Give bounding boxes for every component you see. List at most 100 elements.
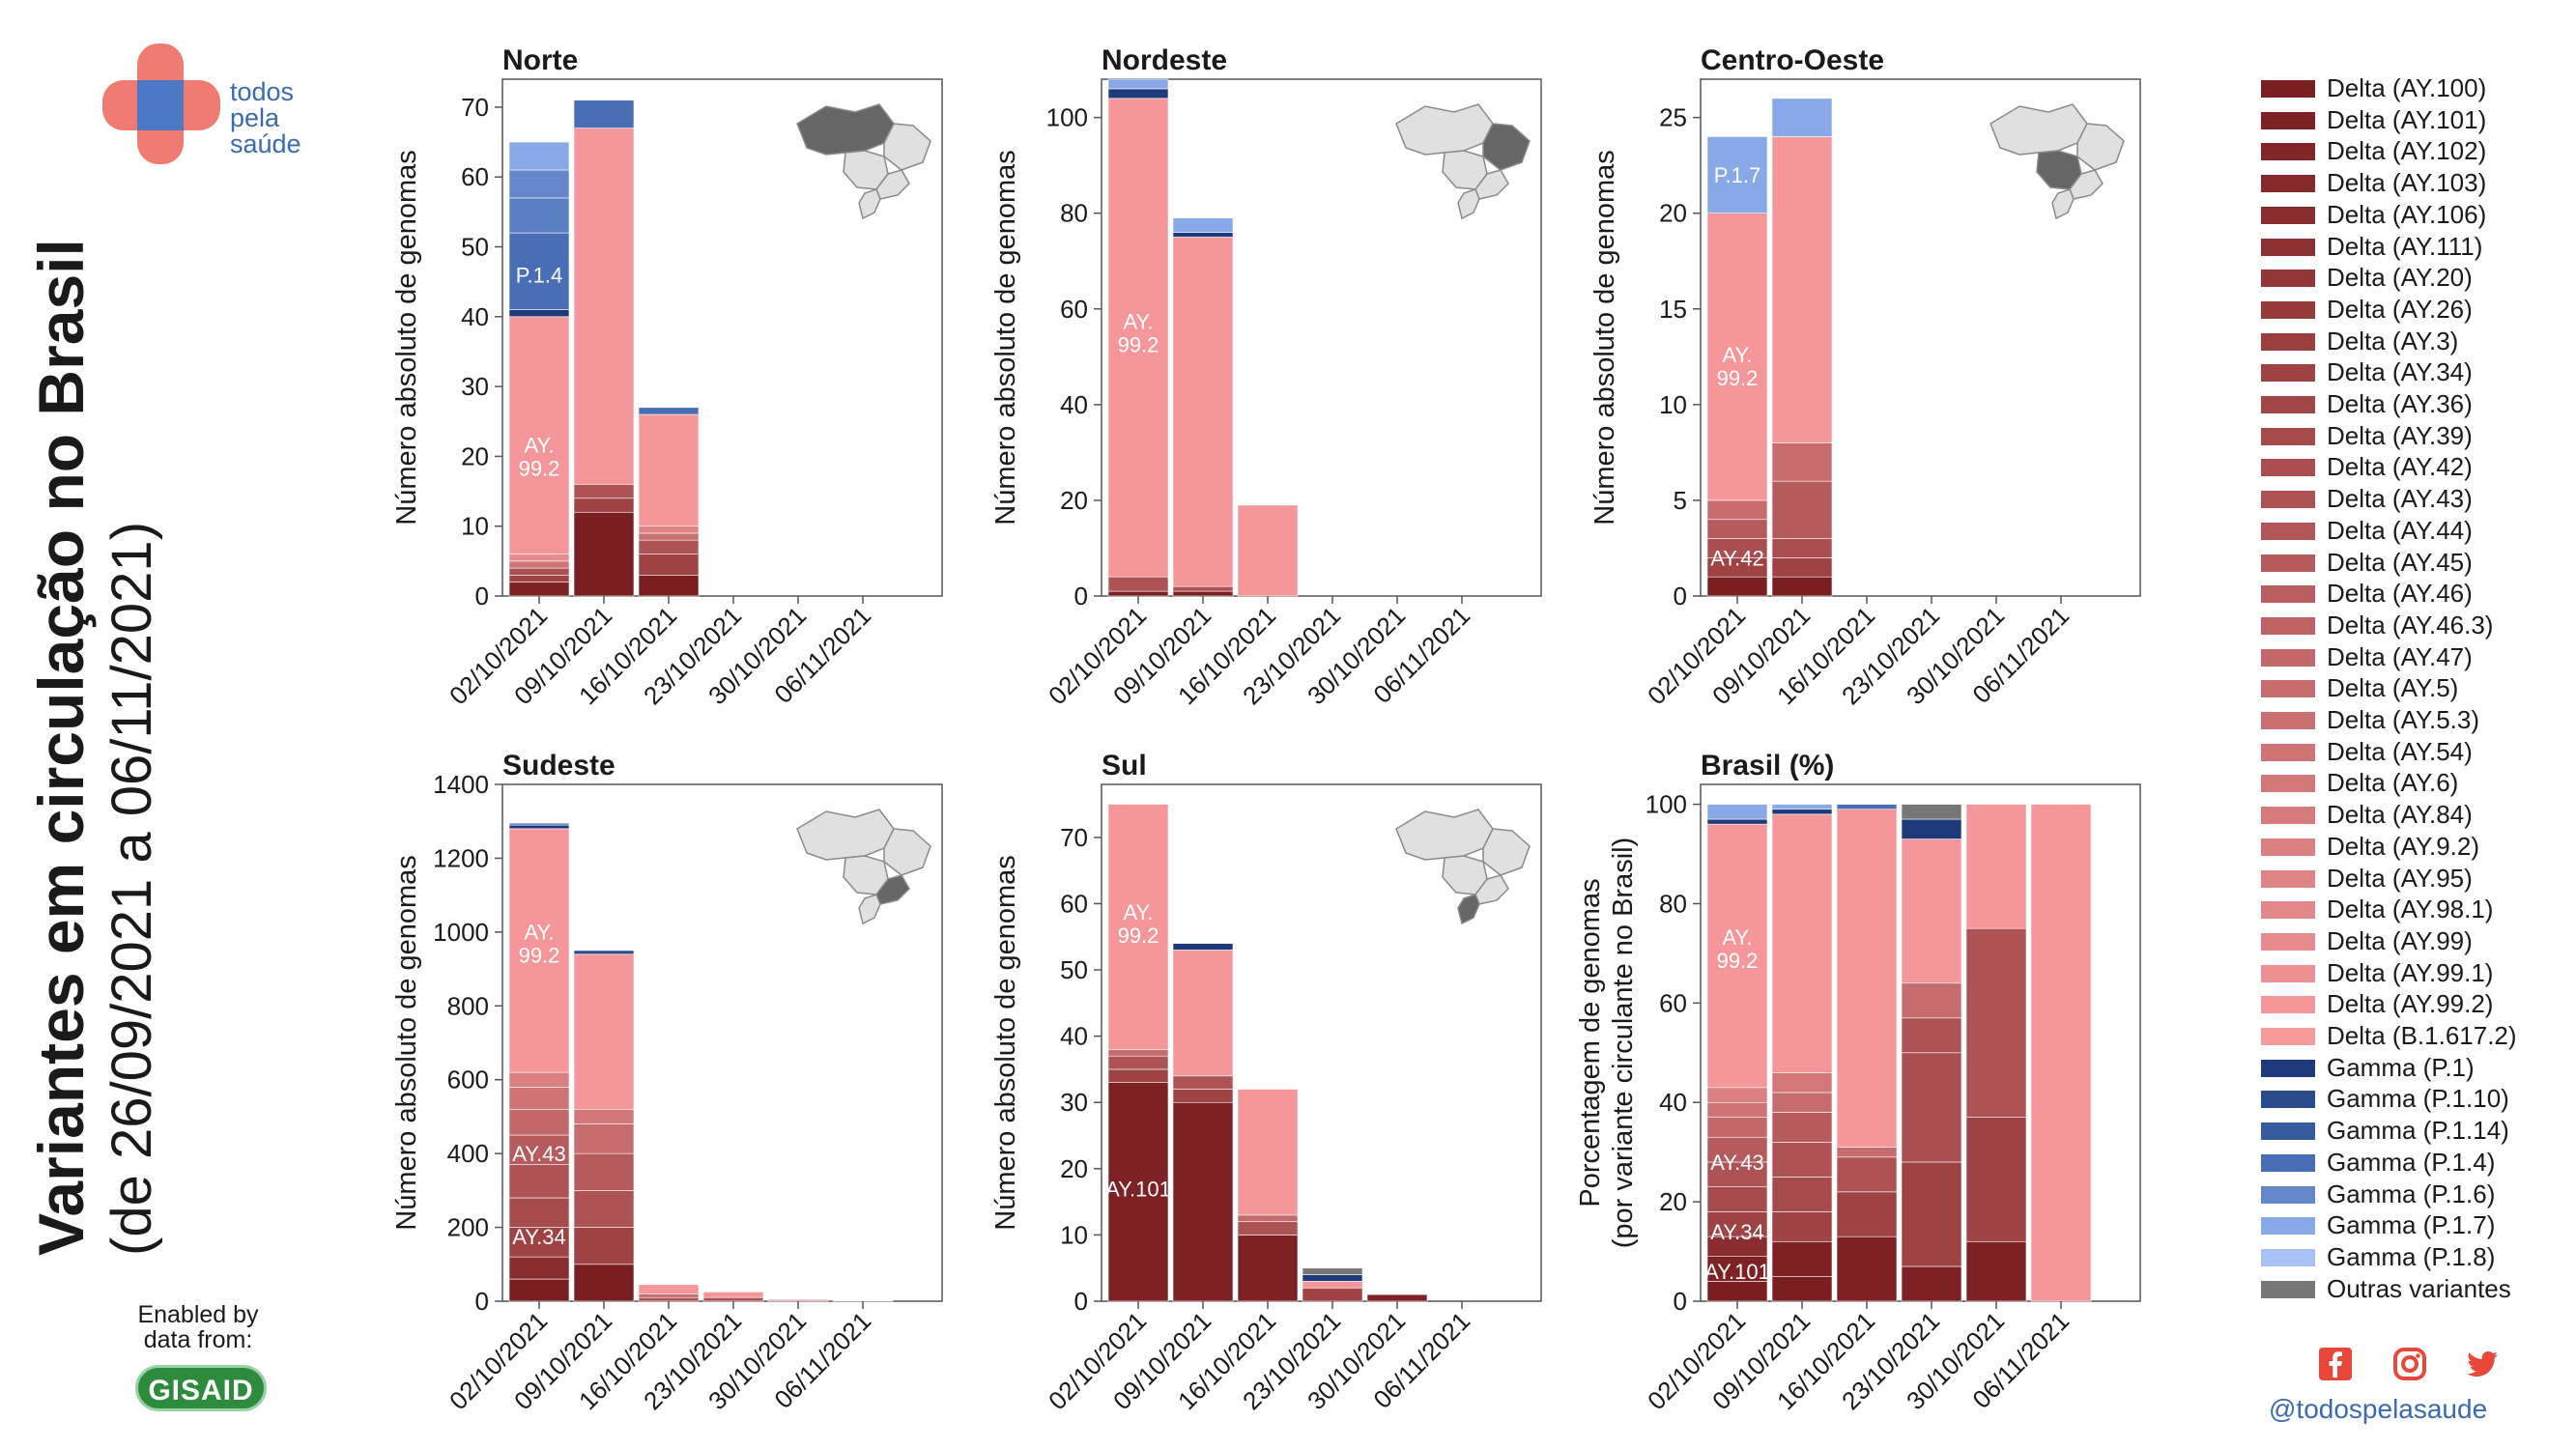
enabled-by-line-2: data from: [143, 1326, 253, 1353]
y-axis-label: Número absoluto de genomas [391, 855, 422, 1231]
legend-label: Delta (AY.99.2) [2327, 989, 2494, 1019]
map-region [883, 123, 931, 171]
bar-annotation: 99.2 [1717, 366, 1759, 390]
bar-segment [1771, 442, 1833, 482]
bar-segment [1901, 1161, 1962, 1267]
region-map [796, 809, 931, 925]
bar-segment [1771, 136, 1833, 443]
legend-label: Delta (AY.34) [2327, 357, 2473, 387]
legend-swatch [2261, 1280, 2315, 1298]
bar-segment [1965, 804, 2027, 929]
bar-segment [508, 169, 570, 199]
legend-swatch [2261, 712, 2315, 729]
y-tick-label: 50 [1060, 955, 1088, 984]
social-handle[interactable]: @todospelasaude [2269, 1394, 2488, 1424]
social-icons [2300, 1346, 2522, 1388]
y-tick-label: 25 [1659, 103, 1687, 132]
bar-segment [1706, 804, 1768, 820]
bar-segment [1706, 1117, 1768, 1138]
logo-wordmark: todos pela saúde [230, 79, 301, 157]
y-tick-label: 80 [1060, 199, 1088, 228]
bar-annotation: AY.43 [1710, 1151, 1763, 1175]
bar-segment [1706, 499, 1768, 521]
legend-label: Delta (AY.111) [2327, 231, 2483, 261]
legend-swatch [2261, 80, 2315, 98]
y-tick-label: 60 [1060, 889, 1088, 918]
y-axis-label: Número absoluto de genomas [391, 150, 422, 526]
y-tick-label: 800 [447, 991, 489, 1020]
bar-segment [508, 582, 570, 597]
y-tick-label: 70 [461, 93, 489, 122]
legend-swatch [2261, 616, 2315, 635]
bar-segment [1706, 519, 1768, 539]
logo-line-2: pela [230, 103, 280, 132]
legend-swatch [2261, 1028, 2315, 1045]
bar-segment [638, 532, 700, 541]
map-region [2076, 123, 2125, 171]
legend-swatch [2261, 996, 2315, 1014]
legend-label: Delta (AY.99) [2327, 925, 2473, 955]
bar-annotation: AY. [1723, 925, 1753, 950]
bar-segment [1107, 576, 1169, 592]
twitter-icon[interactable] [2464, 1346, 2501, 1382]
legend-label: Gamma (P.1.6) [2327, 1179, 2496, 1208]
y-tick-label: 1400 [433, 770, 489, 799]
legend-swatch [2261, 111, 2315, 129]
bar-segment [638, 1296, 700, 1302]
bar-segment [573, 1108, 635, 1124]
bar-segment [1706, 1186, 1768, 1212]
y-tick-label: 0 [1074, 1287, 1088, 1316]
bar-segment [1107, 1055, 1169, 1070]
bar-annotation: AY.43 [512, 1142, 565, 1166]
y-tick-label: 0 [1674, 1287, 1687, 1316]
bar-segment [508, 1278, 570, 1302]
y-tick-label: 60 [461, 162, 489, 191]
bar-segment [638, 575, 700, 597]
bar-segment [1836, 1236, 1898, 1302]
legend-swatch [2261, 459, 2315, 477]
bar-annotation: AY.42 [1710, 546, 1763, 570]
region-map [1395, 809, 1531, 925]
chart-title: Centro-Oeste [1701, 44, 1884, 76]
map-region [1482, 828, 1531, 876]
chart-title: Sul [1102, 750, 1147, 781]
y-axis-label: Número absoluto de genomas [1589, 150, 1620, 526]
logo-line-3: saúde [230, 129, 301, 158]
bar-segment [702, 1296, 764, 1302]
legend-swatch [2261, 775, 2315, 793]
bar-segment [638, 407, 700, 415]
legend-label: Delta (AY.106) [2327, 199, 2487, 229]
facebook-icon[interactable] [2317, 1346, 2354, 1382]
todos-pela-saude-logo [102, 43, 220, 164]
bar-segment [1172, 1075, 1234, 1090]
legend-swatch [2261, 648, 2315, 667]
bar-segment [1771, 98, 1833, 137]
y-tick-label: 80 [1659, 889, 1687, 918]
bar-segment [1706, 1101, 1768, 1118]
legend-label: Delta (AY.5) [2327, 673, 2459, 703]
bar-segment [1706, 213, 1768, 501]
y-tick-label: 60 [1659, 988, 1687, 1017]
bar-segment [1172, 950, 1234, 1077]
legend-swatch [2261, 932, 2315, 951]
bar-segment [638, 1284, 700, 1294]
bar-segment [1901, 818, 1962, 839]
bar-annotation: 99.2 [519, 943, 560, 967]
legend-label: Delta (AY.47) [2327, 641, 2473, 671]
legend-swatch [2261, 332, 2315, 351]
legend-swatch [2261, 743, 2315, 761]
instagram-icon[interactable] [2391, 1346, 2428, 1382]
legend-label: Gamma (P.1) [2327, 1052, 2475, 1082]
bar-segment [1901, 804, 1962, 820]
bar-segment [1706, 1281, 1768, 1302]
plot-frame [1101, 78, 1542, 597]
bar-annotation: AY.101 [1704, 1260, 1770, 1284]
bar-segment [573, 1123, 635, 1154]
y-tick-label: 20 [1659, 199, 1687, 228]
y-tick-label: 0 [475, 1287, 489, 1316]
map-region [1457, 188, 1480, 220]
legend-label: Delta (AY.36) [2327, 389, 2473, 418]
bar-segment [508, 824, 570, 830]
legend-swatch [2261, 807, 2315, 825]
legend-swatch [2261, 1217, 2315, 1236]
